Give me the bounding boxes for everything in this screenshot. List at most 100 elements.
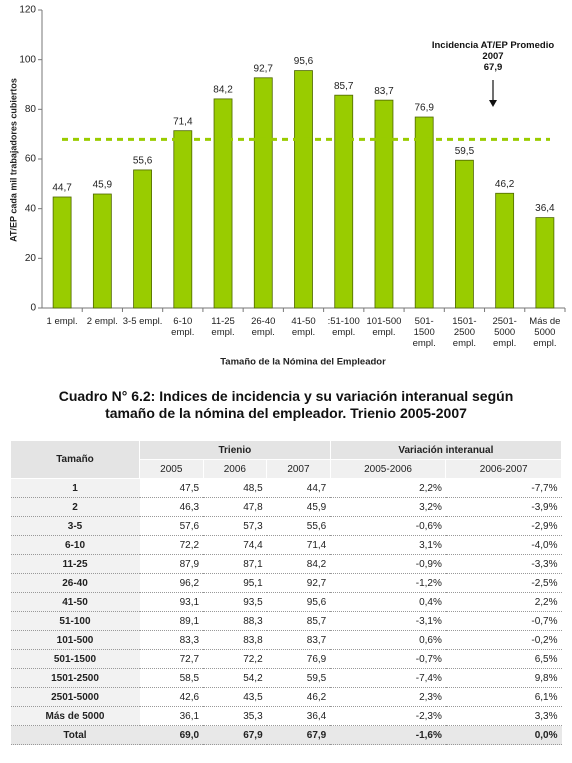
value-label: 92,7: [254, 63, 274, 74]
header-cell: Tamaño: [10, 440, 140, 479]
value-label: 36,4: [535, 203, 555, 214]
y-axis-title: AT/EP cada mil trabajadores cubiertos: [8, 78, 18, 242]
table-cell: 57,3: [203, 516, 267, 536]
table-cell: 72,2: [203, 649, 267, 669]
header-cell: Trienio: [139, 440, 331, 460]
table-cell: Más de 5000: [10, 706, 140, 726]
table-cell: 44,7: [266, 478, 331, 498]
table-cell: 76,9: [266, 649, 331, 669]
table-cell: 101-500: [10, 630, 140, 650]
table-cell: 83,8: [203, 630, 267, 650]
subheader-cell: 2006: [202, 459, 268, 479]
value-label: 59,5: [455, 146, 475, 157]
table-cell: 36,1: [139, 706, 204, 726]
table-cell: -2,9%: [445, 516, 562, 536]
value-label: 85,7: [334, 81, 354, 92]
bar: [374, 99, 394, 309]
x-tick-label: 501-1500 empl.: [412, 316, 436, 349]
bar: [133, 169, 152, 309]
value-label: 71,4: [173, 116, 193, 127]
value-label: 55,6: [133, 156, 153, 167]
table-row: 2501-5000 42,6 43,5 46,2 2,3% 6,1%: [10, 687, 562, 707]
table-cell: 89,1: [139, 611, 204, 631]
table-cell: -0,6%: [330, 516, 446, 536]
y-tick-label: 100: [19, 54, 36, 65]
table-row: 41-50 93,1 93,5 95,6 0,4% 2,2%: [10, 592, 562, 612]
x-tick-label: 2501-5000 empl.: [492, 316, 517, 349]
subheader-cell: 2005-2006: [329, 459, 447, 479]
y-tick-label: 40: [25, 203, 37, 214]
table-cell: 55,6: [266, 516, 331, 536]
table-cell: 93,5: [203, 592, 267, 612]
table-cell: 72,2: [139, 535, 204, 555]
table-row: 26-40 96,2 95,1 92,7 -1,2% -2,5%: [10, 573, 562, 593]
table-cell: 54,2: [203, 668, 267, 688]
value-label: 83,7: [374, 86, 394, 97]
table-cell: -0,9%: [330, 554, 446, 574]
subheader-cell: 2007: [266, 459, 331, 479]
table-cell: 6-10: [10, 535, 140, 555]
table-cell: 48,5: [203, 478, 267, 498]
x-tick-label: 3-5 empl.: [122, 316, 163, 327]
chart: AT/EP cada mil trabajadores cubiertos Ta…: [8, 5, 566, 368]
y-tick-label: 60: [25, 154, 37, 165]
table-row: Más de 5000 36,1 35,3 36,4 -2,3% 3,3%: [10, 706, 562, 726]
table-cell: 9,8%: [445, 668, 562, 688]
table-cell: 95,1: [203, 573, 267, 593]
value-label: 45,9: [93, 180, 113, 191]
bar: [213, 98, 233, 309]
table-cell: 2,2%: [445, 592, 562, 612]
table-cell: -7,7%: [445, 478, 562, 498]
header-cell: Variación interanual: [329, 440, 563, 460]
table-cell: 67,9: [203, 725, 267, 745]
table-row: 11-25 87,9 87,1 84,2 -0,9% -3,3%: [10, 554, 562, 574]
x-tick-label: 41-50 empl.: [291, 316, 316, 338]
table-cell: 26-40: [10, 573, 140, 593]
bar: [173, 130, 193, 309]
bar: [52, 196, 72, 309]
bar: [495, 192, 515, 309]
bar: [253, 77, 273, 309]
table-cell: 1501-2500: [10, 668, 140, 688]
x-tick-label: 26-40 empl.: [251, 316, 276, 338]
table-cell: 69,0: [139, 725, 204, 745]
table-cell: -3,1%: [330, 611, 446, 631]
subheader-cell: 2005: [139, 459, 204, 479]
table-cell: 47,8: [203, 497, 267, 517]
table-title: Cuadro N° 6.2: Indices de incidencia y s…: [58, 388, 514, 421]
table-cell: 46,2: [266, 687, 331, 707]
x-tick-label: 101-500 empl.: [366, 316, 402, 338]
table-cell: -7,4%: [330, 668, 446, 688]
table-cell: 6,1%: [445, 687, 562, 707]
table-cell: 2,2%: [330, 478, 446, 498]
table-row: 1 47,5 48,5 44,7 2,2% -7,7%: [10, 478, 562, 498]
table-row: Total 69,0 67,9 67,9 -1,6% 0,0%: [10, 725, 562, 745]
table-cell: 85,7: [266, 611, 331, 631]
x-tick-label: 2 empl.: [86, 316, 118, 327]
x-tick-label: Más de 5000 empl.: [529, 316, 561, 349]
bar: [92, 193, 112, 309]
table-cell: 0,0%: [445, 725, 562, 745]
y-tick-label: 80: [25, 104, 37, 115]
table-cell: 6,5%: [445, 649, 562, 669]
table-row: 51-100 89,1 88,3 85,7 -3,1% -0,7%: [10, 611, 562, 631]
table-cell: 1: [10, 478, 140, 498]
table-cell: 3,2%: [330, 497, 446, 517]
table-cell: 51-100: [10, 611, 140, 631]
table-cell: 43,5: [203, 687, 267, 707]
table-row: 1501-2500 58,5 54,2 59,5 -7,4% 9,8%: [10, 668, 562, 688]
table-cell: 2,3%: [330, 687, 446, 707]
bar: [414, 116, 434, 309]
table-cell: 501-1500: [10, 649, 140, 669]
bar: [535, 217, 555, 309]
y-tick-label: 120: [19, 5, 36, 16]
table-cell: 59,5: [266, 668, 331, 688]
table-cell: 3,1%: [330, 535, 446, 555]
x-tick-label: 11-25 empl.: [211, 316, 235, 338]
annotation: Incidencia AT/EP Promedio 2007 67,9: [408, 40, 572, 73]
table-cell: 41-50: [10, 592, 140, 612]
value-label: 44,7: [52, 183, 72, 194]
table-cell: -3,9%: [445, 497, 562, 517]
table-row: 501-1500 72,7 72,2 76,9 -0,7% 6,5%: [10, 649, 562, 669]
table-cell: 36,4: [266, 706, 331, 726]
